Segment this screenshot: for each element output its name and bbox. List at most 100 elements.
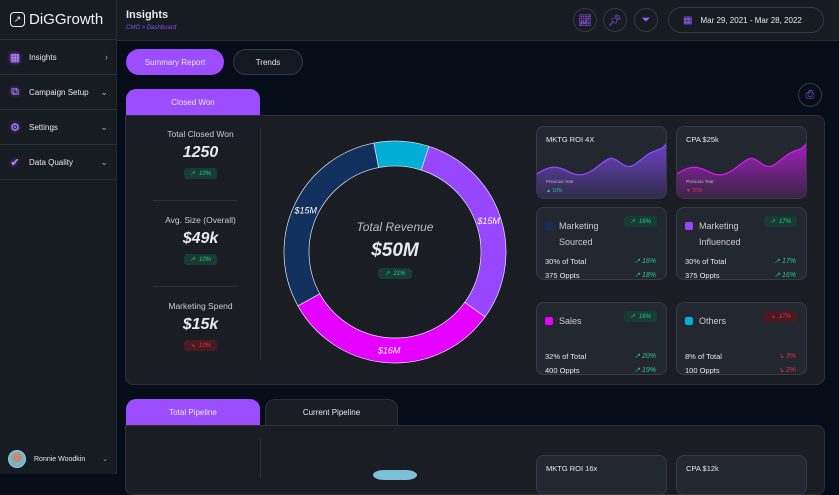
legend-swatch	[685, 317, 693, 325]
row-label: 375 Oppts	[685, 271, 720, 280]
row-change: ↗ 16%	[774, 271, 796, 279]
change-value: 10%	[552, 188, 563, 194]
triangle-up-icon: ▲	[546, 188, 553, 194]
trend-up-icon: ↗	[189, 257, 195, 263]
change-value: 16%	[638, 313, 651, 320]
trend-down-icon: ↘	[769, 314, 775, 320]
app-name: DiGGrowth	[29, 11, 104, 28]
tab-current-pipeline[interactable]: Current Pipeline	[265, 399, 398, 425]
tab-summary-report[interactable]: Summary Report	[126, 49, 224, 75]
sidebar-item-data-quality[interactable]: ✔ Data Quality ⌄	[0, 145, 116, 180]
change-badge: ↗ 21%	[378, 268, 412, 279]
mini-card-mktg-roi[interactable]: MKTG ROI 4X Previous Year ▲ 10%	[536, 126, 667, 199]
source-header: Others	[685, 313, 755, 329]
donut-segment-label: $16M	[377, 345, 401, 355]
change-value: 17%	[778, 313, 791, 320]
row-label: 30% of Total	[545, 257, 587, 266]
change-value: 17%	[781, 258, 796, 265]
sparkline-area	[677, 144, 806, 198]
print-button[interactable]: ⎙	[798, 83, 822, 107]
donut-segment[interactable]	[373, 140, 430, 171]
sidebar: ↗ DiGGrowth ▦ Insights › ⧉ Campaign Setup ⌄ ⚙…	[0, 0, 117, 474]
source-card[interactable]: Marketing Sourced ↗ 16% 30% of Total ↗ 16%…	[536, 207, 667, 280]
filter-button[interactable]: ⏷	[634, 8, 658, 32]
row-label: 375 Oppts	[545, 271, 580, 280]
kpi-total-closed-won: Total Closed Won 1250 ↗ 10%	[137, 129, 264, 180]
sidebar-item-campaign-setup[interactable]: ⧉ Campaign Setup ⌄	[0, 75, 116, 110]
trend-chart-icon: 📈︎	[578, 14, 592, 27]
change-badge: ↗ 16%	[623, 311, 657, 322]
change: ▲ 10%	[546, 188, 562, 194]
source-row: 400 Oppts ↗ 19%	[545, 366, 656, 374]
trend-up-icon: ↗	[769, 219, 775, 225]
sparkline-line	[537, 142, 666, 176]
triangle-down-icon: ▼	[686, 188, 693, 194]
change-value: 3%	[785, 353, 796, 360]
change-badge: ↗ 16%	[623, 216, 657, 227]
card-title: MKTG ROI 16x	[546, 464, 598, 473]
legend-swatch	[545, 222, 553, 230]
kpi-value: $15k	[182, 316, 219, 333]
chart-button[interactable]: 📈︎	[573, 8, 597, 32]
revenue-donut-chart: $15M $16M $15M	[283, 140, 507, 364]
change: ▼ 20%	[686, 188, 702, 194]
mini-card-cpa[interactable]: CPA $12k	[676, 455, 807, 495]
trend-up-icon: ↗	[634, 258, 641, 265]
user-menu[interactable]: Ronnie Woodkin ⌄	[8, 450, 108, 468]
row-change: ↗ 17%	[774, 257, 796, 266]
change-value: 16%	[781, 272, 796, 279]
date-range-picker[interactable]: ▦ Mar 29, 2021 - Mar 28, 2022	[668, 7, 824, 33]
avatar	[8, 450, 26, 468]
change-value: 18%	[641, 272, 656, 279]
source-card[interactable]: Others ↘ 17% 8% of Total ↘ 3% 100 Oppts ↘ 2%	[676, 302, 807, 375]
tab-total-pipeline[interactable]: Total Pipeline	[126, 399, 260, 425]
date-range-text: Mar 29, 2021 - Mar 28, 2022	[700, 15, 802, 25]
donut-segment-label: $15M	[293, 205, 317, 215]
chevron-down-icon: ⌄	[100, 86, 108, 97]
trend-up-icon: ↗	[629, 314, 635, 320]
donut-title: Total Revenue	[356, 220, 434, 234]
sparkline-area	[537, 144, 666, 198]
sidebar-item-label: Settings	[29, 122, 58, 132]
card-title: CPA $12k	[686, 464, 719, 473]
source-name: Others	[699, 316, 727, 326]
grid-icon: ▦	[9, 51, 21, 64]
pipeline-donut-chart	[373, 470, 417, 480]
source-name: Marketing Influenced	[699, 221, 741, 247]
trend-down-icon: ↘	[778, 353, 784, 360]
logo[interactable]: ↗ DiGGrowth	[0, 0, 116, 40]
change-badge: ↘ 10%	[183, 340, 218, 351]
divider	[153, 286, 237, 287]
mini-card-cpa[interactable]: CPA $25k Previous Year ▼ 20%	[676, 126, 807, 199]
chevron-down-icon: ⌄	[100, 156, 108, 167]
kpi-value: $49k	[182, 230, 219, 247]
pin-button[interactable]: 📌︎	[603, 8, 627, 32]
trend-up-icon: ↗	[189, 171, 195, 177]
change-value: 20%	[692, 188, 703, 194]
source-name: Sales	[559, 316, 582, 326]
row-change: ↘ 3%	[778, 352, 796, 361]
tab-label: Current Pipeline	[302, 408, 361, 417]
divider	[260, 438, 261, 478]
sidebar-item-settings[interactable]: ⚙ Settings ⌄	[0, 110, 116, 145]
kpi-label: Avg. Size (Overall)	[165, 215, 236, 225]
divider	[153, 200, 237, 201]
source-row: 30% of Total ↗ 16%	[545, 257, 656, 266]
change-badge: ↗ 10%	[183, 254, 218, 265]
change-badge: ↗ 17%	[763, 216, 797, 227]
breadcrumb[interactable]: CMO > Dashboard	[126, 25, 177, 31]
source-card[interactable]: Sales ↗ 16% 32% of Total ↗ 20% 400 Oppts ↗ 1…	[536, 302, 667, 375]
sidebar-item-label: Insights	[29, 52, 57, 62]
sidebar-item-insights[interactable]: ▦ Insights ›	[0, 40, 116, 75]
change-badge: ↗ 10%	[183, 168, 218, 179]
page-title: Insights	[126, 9, 169, 21]
change-value: 16%	[638, 218, 651, 225]
trend-up-icon: ↗	[774, 272, 781, 279]
tab-trends[interactable]: Trends	[233, 49, 303, 75]
donut-segment[interactable]	[283, 142, 380, 307]
kpi-avg-size: Avg. Size (Overall) $49k ↗ 10%	[137, 215, 264, 266]
tab-closed-won[interactable]: Closed Won	[126, 89, 260, 115]
source-card[interactable]: Marketing Influenced ↗ 17% 30% of Total ↗ …	[676, 207, 807, 280]
row-change: ↘ 2%	[778, 366, 796, 374]
mini-card-mktg-roi[interactable]: MKTG ROI 16x	[536, 455, 667, 495]
